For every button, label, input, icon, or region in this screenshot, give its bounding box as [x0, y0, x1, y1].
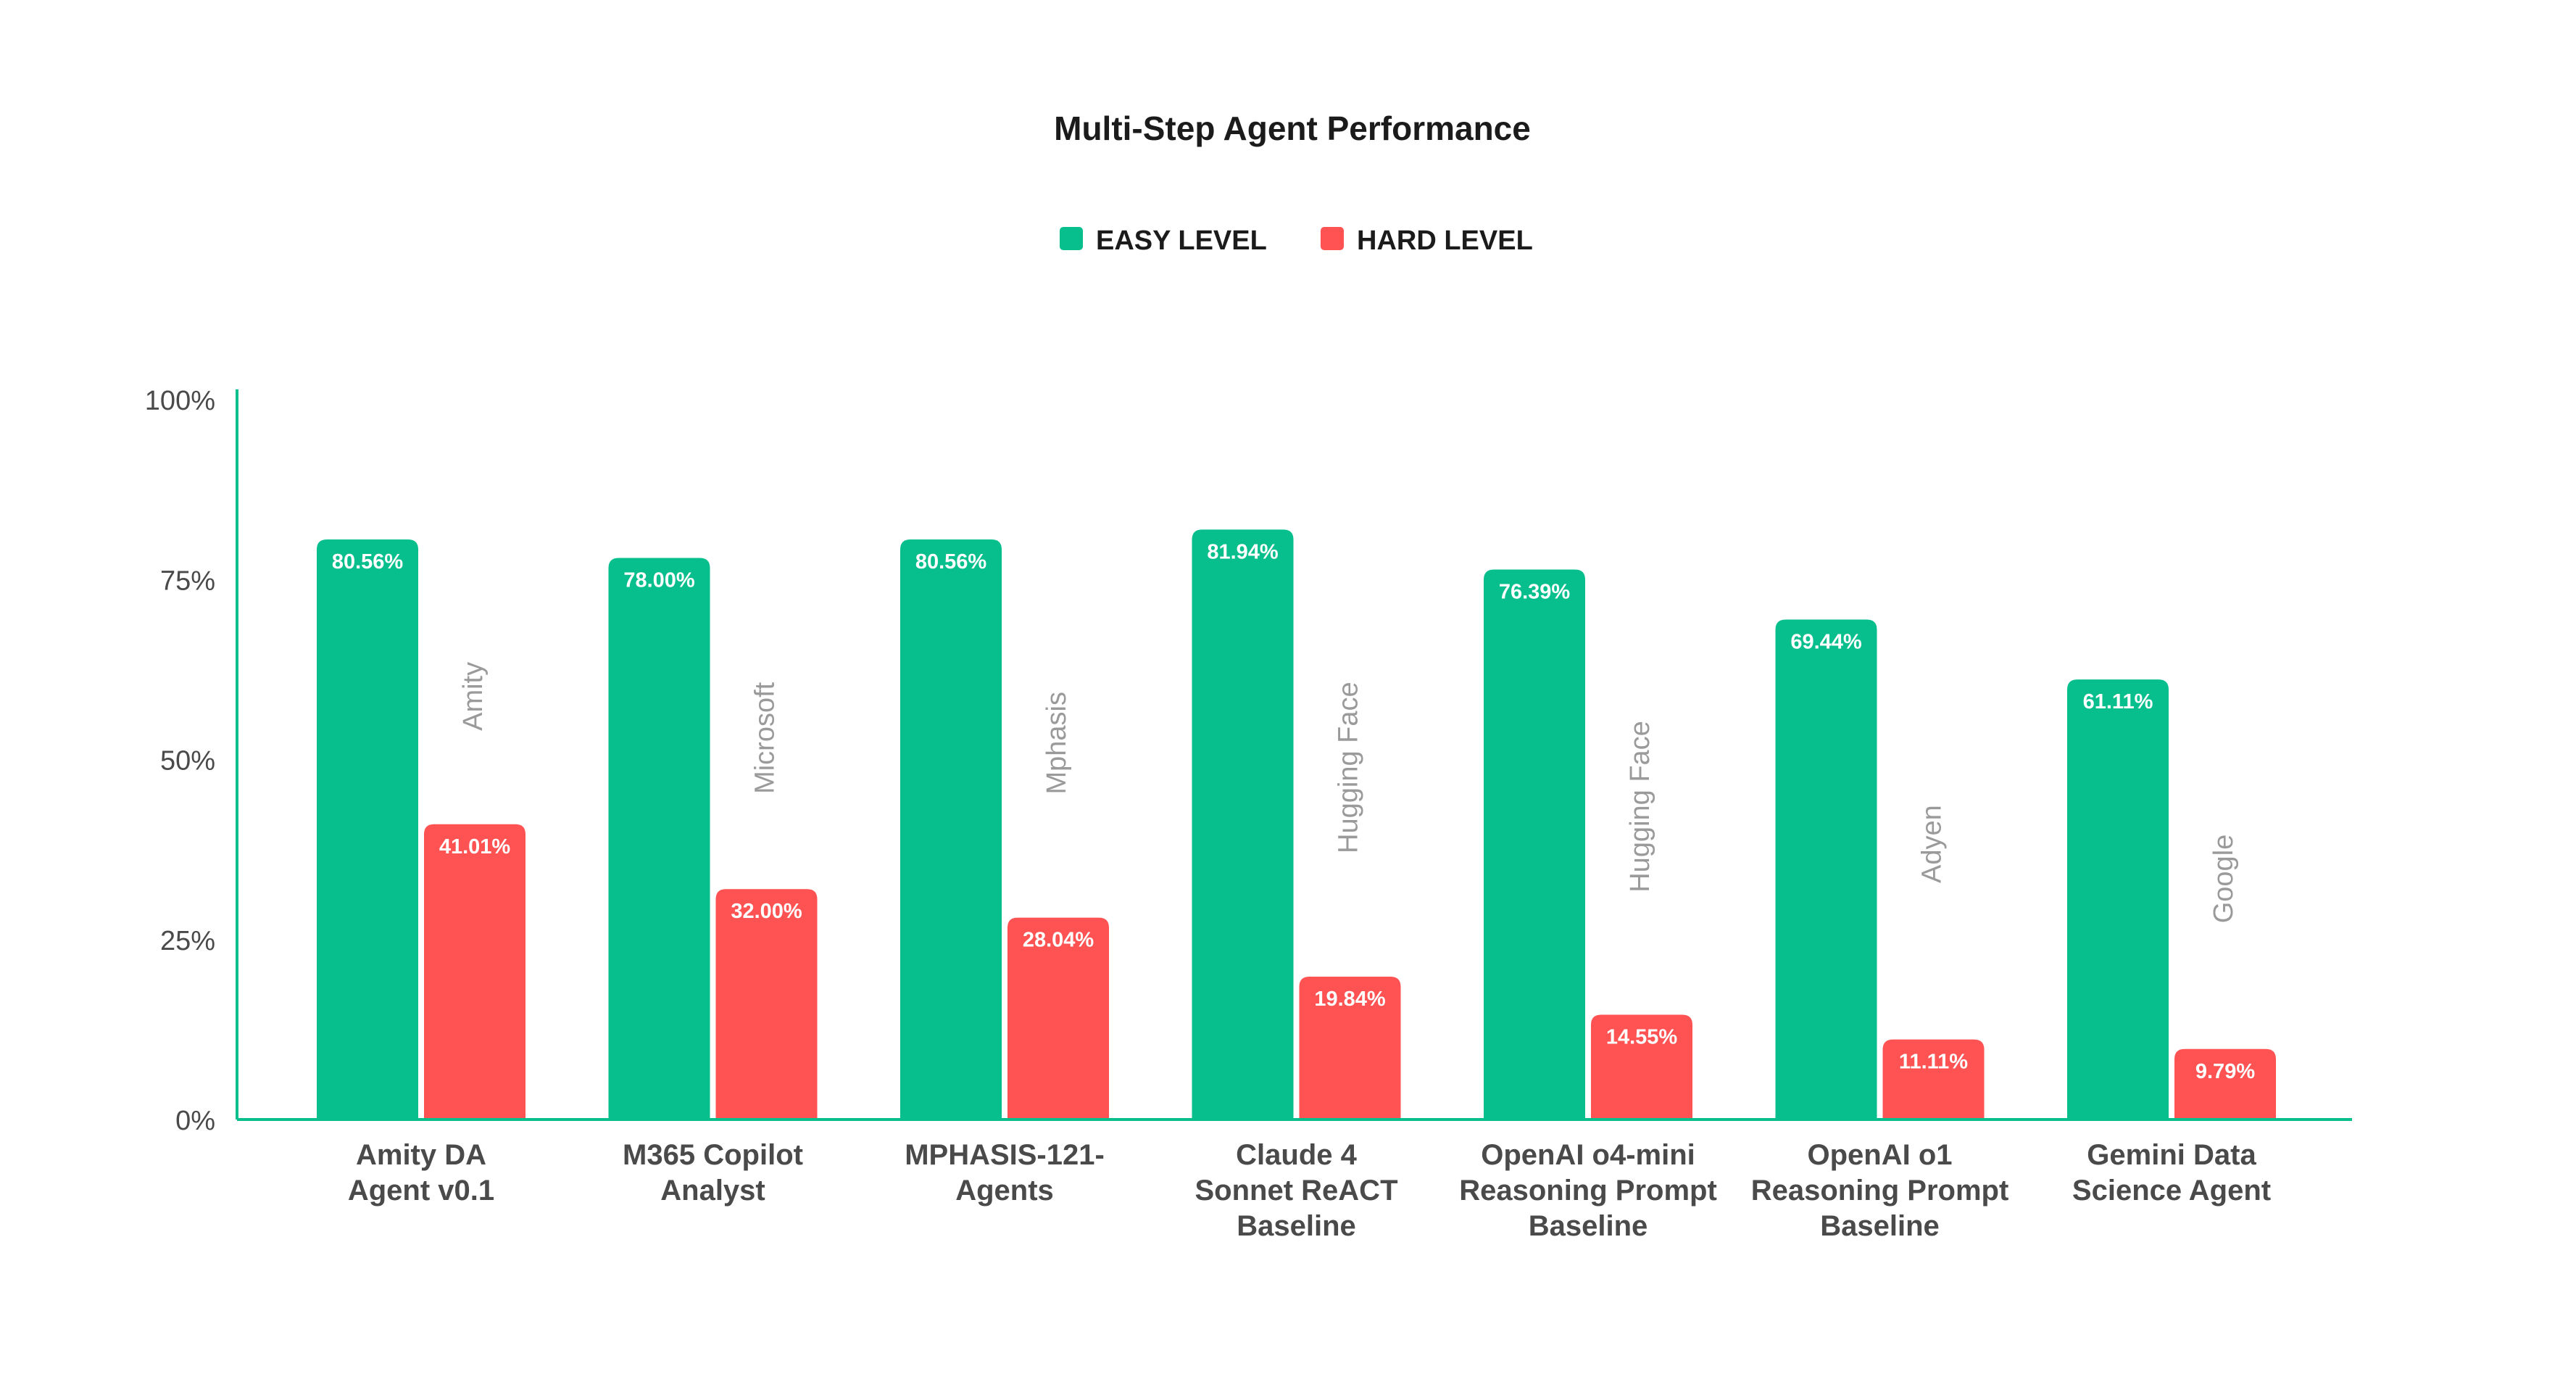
organization-label: Adyen — [1917, 805, 1948, 883]
data-label-easy: 80.56% — [332, 550, 404, 574]
x-tick-line: Analyst — [660, 1175, 765, 1207]
organization-label: Google — [2209, 835, 2239, 924]
y-tick-label: 100% — [145, 386, 215, 416]
bar-hard — [1299, 976, 1401, 1120]
bar-group: 80.56% 41.01% Amity — [317, 539, 525, 1120]
bar-hard — [1882, 1039, 1985, 1120]
organization-label: Mphasis — [1042, 692, 1072, 795]
data-label-easy: 81.94% — [1207, 540, 1279, 563]
data-label-hard: 9.79% — [2195, 1060, 2255, 1083]
data-label-easy: 78.00% — [623, 568, 695, 592]
x-tick-label: M365 Copilot Analyst — [623, 1139, 803, 1207]
bar-easy — [608, 558, 710, 1120]
data-label-easy: 80.56% — [915, 550, 987, 574]
data-label-hard: 41.01% — [439, 835, 511, 858]
x-tick-line: Amity DA — [356, 1139, 486, 1171]
data-label-hard: 14.55% — [1606, 1026, 1678, 1049]
data-label-hard: 28.04% — [1023, 929, 1094, 952]
x-tick-line: Gemini Data — [2087, 1139, 2256, 1171]
x-tick-label: Amity DA Agent v0.1 — [348, 1139, 494, 1207]
bar-hard — [715, 889, 818, 1120]
bars: 80.56% 41.01% Amity 78.00% 32.00% Microsoft 80… — [317, 529, 2276, 1120]
bar-easy — [1775, 619, 1877, 1120]
y-tick-label: 25% — [160, 926, 215, 956]
x-tick-line: MPHASIS-121- — [905, 1139, 1105, 1171]
chart-title: Multi-Step Agent Performance — [1054, 109, 1531, 147]
x-tick-label: MPHASIS-121- Agents — [905, 1139, 1105, 1207]
x-tick-line: OpenAI o1 — [1807, 1139, 1952, 1171]
bar-easy — [1192, 529, 1294, 1120]
bar-group: 61.11% 9.79% Google — [2067, 679, 2276, 1120]
legend: EASY LEVEL HARD LEVEL — [1060, 225, 1533, 256]
data-label-easy: 61.11% — [2083, 690, 2153, 713]
legend-label: EASY LEVEL — [1096, 225, 1267, 256]
x-tick-line: Reasoning Prompt — [1751, 1175, 2009, 1207]
bar-easy — [2067, 679, 2169, 1120]
bar-easy — [1484, 569, 1585, 1120]
bar-hard — [424, 824, 525, 1120]
bar-easy — [900, 539, 1002, 1120]
x-tick-line: Reasoning Prompt — [1459, 1175, 1717, 1207]
legend-swatch — [1321, 227, 1344, 250]
data-label-hard: 19.84% — [1314, 988, 1386, 1011]
data-label-hard: 11.11% — [1899, 1051, 1968, 1074]
organization-label: Hugging Face — [1625, 721, 1655, 893]
bar-group: 81.94% 19.84% Hugging Face — [1192, 529, 1401, 1120]
y-tick-label: 75% — [160, 566, 215, 596]
bar-group: 76.39% 14.55% Hugging Face — [1484, 569, 1692, 1120]
organization-label: Microsoft — [750, 682, 781, 794]
bar-hard — [1007, 917, 1109, 1120]
legend-label: HARD LEVEL — [1357, 225, 1533, 256]
x-tick-line: Baseline — [1529, 1210, 1648, 1242]
bar-group: 80.56% 28.04% Mphasis — [900, 539, 1109, 1120]
y-tick-label: 50% — [160, 746, 215, 777]
x-tick-label: Gemini Data Science Agent — [2072, 1139, 2271, 1207]
x-tick-line: Science Agent — [2072, 1175, 2271, 1207]
bar-hard — [2174, 1048, 2276, 1120]
bar-group: 78.00% 32.00% Microsoft — [608, 558, 818, 1120]
x-tick-line: Sonnet ReACT — [1195, 1175, 1398, 1207]
data-label-hard: 32.00% — [731, 900, 802, 923]
data-label-easy: 76.39% — [1499, 580, 1571, 603]
organization-label: Amity — [458, 662, 489, 731]
bar-easy — [317, 539, 418, 1120]
y-axis-ticks: 0% 25% 50% 75% 100% — [145, 386, 215, 1136]
bar-group: 69.44% 11.11% Adyen — [1775, 619, 1985, 1120]
x-axis-ticks: Amity DA Agent v0.1 M365 Copilot Analyst MPH… — [348, 1139, 2271, 1242]
x-tick-line: Claude 4 — [1236, 1139, 1357, 1171]
x-tick-line: Agents — [955, 1175, 1054, 1207]
x-tick-line: OpenAI o4-mini — [1481, 1139, 1695, 1171]
data-label-easy: 69.44% — [1790, 630, 1862, 653]
legend-item: HARD LEVEL — [1321, 225, 1533, 256]
x-tick-line: Agent v0.1 — [348, 1175, 494, 1207]
axes — [236, 389, 2352, 1121]
legend-item: EASY LEVEL — [1060, 225, 1267, 256]
bar-hard — [1591, 1014, 1692, 1120]
organization-label: Hugging Face — [1334, 682, 1364, 853]
y-tick-label: 0% — [175, 1106, 215, 1136]
legend-swatch — [1060, 227, 1083, 250]
x-tick-line: Baseline — [1237, 1210, 1356, 1242]
x-tick-line: M365 Copilot — [623, 1139, 803, 1171]
x-tick-line: Baseline — [1820, 1210, 1940, 1242]
